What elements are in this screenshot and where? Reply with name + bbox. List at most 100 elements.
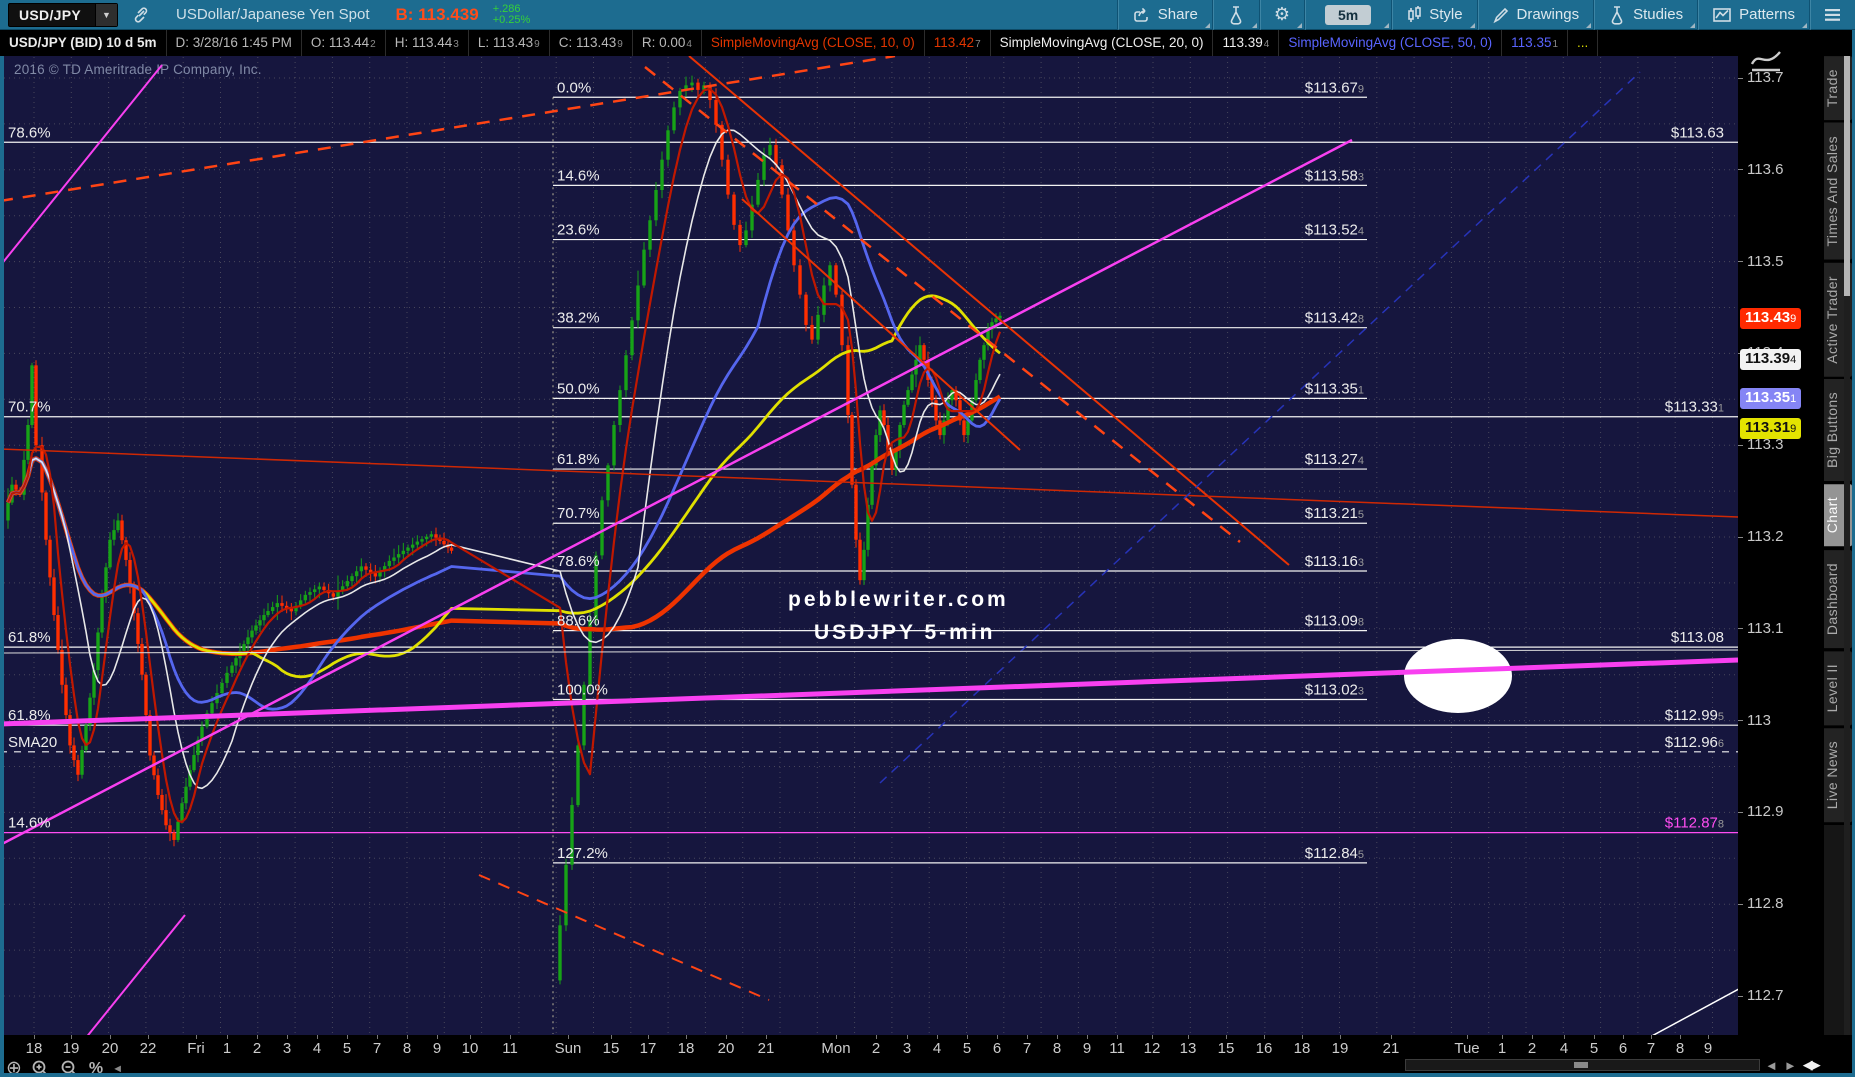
price-tick-label: 112.7 [1747, 987, 1784, 1004]
patterns-button[interactable]: Patterns [1698, 0, 1809, 30]
time-tick-label: 19 [1331, 1040, 1349, 1057]
time-tick-label: 7 [1646, 1040, 1656, 1057]
chart-plot-area[interactable] [0, 56, 1738, 1035]
timeframe-button[interactable]: 5m [1305, 0, 1391, 30]
time-tick-label: 20 [101, 1040, 119, 1057]
chart-line-icon[interactable] [1746, 42, 1786, 78]
collapse-left-icon[interactable]: ◄ [112, 1062, 124, 1075]
time-tick-mark [110, 1035, 111, 1039]
status-cell: H: 113.44 3 [386, 30, 469, 56]
chart-status-bar: USD/JPY (BID) 10 d 5m D: 3/28/16 1:45 PM O… [0, 30, 1738, 56]
time-tick-mark [148, 1035, 149, 1039]
scroll-right-icon[interactable]: ► [1783, 1057, 1797, 1073]
style-label: Style [1429, 6, 1463, 23]
time-tick-label: Fri [187, 1040, 205, 1057]
drawings-label: Drawings [1516, 6, 1580, 23]
time-tick-label: 19 [62, 1040, 80, 1057]
price-badge: 113.439 [1740, 307, 1802, 329]
time-tick-label: 3 [282, 1040, 292, 1057]
share-icon [1132, 6, 1151, 24]
crosshair-icon[interactable]: ⊕ [6, 1058, 22, 1077]
hamburger-menu-icon [1824, 8, 1841, 22]
menu-button[interactable] [1810, 0, 1855, 30]
time-tick-mark [876, 1035, 877, 1039]
scrollbar-handle[interactable] [1574, 1062, 1588, 1068]
time-tick-mark [407, 1035, 408, 1039]
price-axis[interactable]: 113.7113.6113.5113.4113.3113.2113.111311… [1738, 51, 1812, 1035]
pattern-icon [1712, 6, 1732, 24]
time-tick-label: 8 [1052, 1040, 1062, 1057]
time-tick-mark [470, 1035, 471, 1039]
price-badge: 113.319 [1740, 417, 1802, 439]
time-tick-label: 2 [1527, 1040, 1537, 1057]
settings-button[interactable]: ⚙ [1260, 0, 1304, 30]
status-cell: SimpleMovingAvg (CLOSE, 10, 0) [702, 30, 925, 56]
time-tick-label: 11 [1109, 1040, 1125, 1057]
time-tick-label: 5 [1589, 1040, 1599, 1057]
time-tick-label: 8 [1675, 1040, 1685, 1057]
drawings-button[interactable]: Drawings [1478, 0, 1594, 30]
status-cell: SimpleMovingAvg (CLOSE, 50, 0) [1279, 30, 1503, 56]
flask-icon [1608, 5, 1626, 25]
scroll-left-icon[interactable]: ◄ [1765, 1057, 1778, 1073]
time-tick-mark [1564, 1035, 1565, 1039]
price-tick-mark [1738, 811, 1743, 813]
status-cell: D: 3/28/16 1:45 PM [167, 30, 302, 56]
time-tick-mark [766, 1035, 767, 1039]
time-tick-label: 7 [1022, 1040, 1032, 1057]
time-tick-label: 2 [871, 1040, 881, 1057]
link-icon[interactable] [132, 6, 150, 24]
time-tick-label: 15 [602, 1040, 620, 1057]
flask-icon [1227, 5, 1245, 25]
time-tick-mark [1027, 1035, 1028, 1039]
time-tick-mark [1623, 1035, 1624, 1039]
time-tick-mark [1152, 1035, 1153, 1039]
time-tick-mark [997, 1035, 998, 1039]
time-tick-mark [1226, 1035, 1227, 1039]
time-tick-label: 5 [962, 1040, 972, 1057]
time-tick-label: 16 [1255, 1040, 1273, 1057]
time-tick-mark [1302, 1035, 1303, 1039]
watermark-line2: USDJPY 5-min [814, 621, 996, 644]
price-tick-mark [1738, 261, 1743, 263]
time-tick-label: 17 [639, 1040, 657, 1057]
time-tick-mark [1502, 1035, 1503, 1039]
sidebar-scrollbar[interactable] [1844, 56, 1850, 1035]
status-cell: O: 113.44 2 [302, 30, 386, 56]
share-button[interactable]: Share [1118, 0, 1212, 30]
time-tick-mark [611, 1035, 612, 1039]
time-tick-mark [287, 1035, 288, 1039]
time-tick-mark [836, 1035, 837, 1039]
time-tick-label: 5 [342, 1040, 352, 1057]
horizontal-scrollbar[interactable] [1405, 1059, 1760, 1071]
price-tick-label: 113.7 [1747, 69, 1784, 86]
time-tick-mark [257, 1035, 258, 1039]
time-tick-mark [1532, 1035, 1533, 1039]
time-tick-label: 2 [252, 1040, 262, 1057]
status-cell: R: 0.00 4 [633, 30, 702, 56]
time-tick-mark [937, 1035, 938, 1039]
chevron-down-icon[interactable]: ▼ [95, 3, 118, 26]
style-button[interactable]: Style [1392, 0, 1476, 30]
time-tick-label: 11 [502, 1040, 518, 1057]
price-tick-label: 113.2 [1747, 528, 1784, 545]
time-tick-label: 10 [461, 1040, 479, 1057]
analyze-button[interactable] [1213, 0, 1259, 30]
percent-zoom-icon[interactable]: % [88, 1059, 104, 1077]
price-tick-label: 113.1 [1747, 619, 1784, 637]
price-change: +.286 +0.25% [493, 3, 531, 26]
status-cell: SimpleMovingAvg (CLOSE, 20, 0) [991, 30, 1214, 56]
gear-icon: ⚙ [1273, 4, 1290, 24]
time-tick-label: 21 [1382, 1040, 1400, 1057]
time-tick-mark [1708, 1035, 1709, 1039]
status-cell: 113.42 7 [925, 30, 991, 56]
price-badge: 113.394 [1740, 348, 1802, 370]
status-cell: L: 113.43 9 [469, 30, 550, 56]
time-tick-mark [726, 1035, 727, 1039]
price-tick-mark [1738, 995, 1743, 997]
fit-width-icon[interactable]: ◀▶ [1802, 1057, 1821, 1072]
time-tick-label: 21 [757, 1040, 775, 1057]
time-tick-mark [648, 1035, 649, 1039]
studies-button[interactable]: Studies [1594, 0, 1697, 30]
symbol-dropdown[interactable]: USD/JPY ▼ [8, 2, 119, 27]
